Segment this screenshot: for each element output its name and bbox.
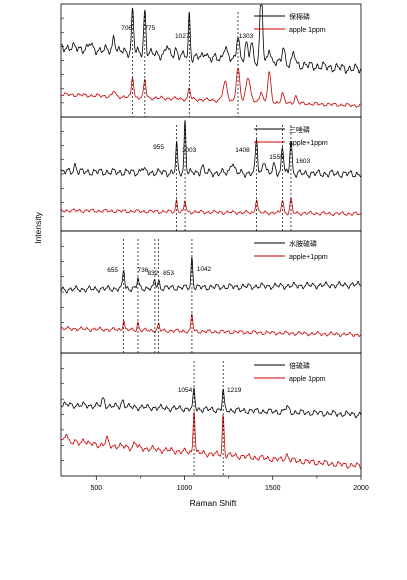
legend-label: apple 1ppm [289,376,326,383]
spectrum-line-apple [60,197,362,217]
legend-label: 三唑磷 [289,125,310,134]
panel-4: 1054 1219 倍硫磷 apple 1ppm [60,352,362,477]
peak-label: 655 [107,267,118,274]
peak-label: 1408 [235,147,250,154]
spectrum-line-apple [61,67,362,108]
peak-label: 1555 [269,154,284,161]
spectrum-line-pesticide [60,120,362,179]
peak-label: 853 [163,270,174,277]
panels-group: 706 775 1027 1303 保棉磷 apple 1ppm 955 1003 1408 15… [60,3,362,477]
legend-label: 水胺硫磷 [289,239,317,248]
peak-label: 1054 [178,387,193,394]
x-tick-label: 1500 [265,485,281,492]
legend-label: apple 1ppm [289,27,326,34]
x-axis: 500 1000 1500 2000 [90,476,369,492]
y-axis-label: Intensity [33,211,43,243]
peak-label: 955 [153,144,164,151]
peak-label: 1603 [296,158,311,165]
legend-label: 保棉磷 [289,12,310,21]
panel-1: 706 775 1027 1303 保棉磷 apple 1ppm [60,3,362,118]
panel-3: 655 736 832 853 1042 水胺硫磷 apple+1ppm [60,230,362,354]
x-tick-label: 2000 [353,485,369,492]
peak-label: 775 [144,25,155,32]
peak-label: 706 [121,25,132,32]
spectrum-line-apple [60,313,362,338]
panel-frame [60,352,362,477]
x-tick-label: 500 [90,485,102,492]
peak-label: 736 [138,267,149,274]
spectrum-line-pesticide [61,256,362,294]
peak-label: 832 [147,270,158,277]
legend-label: 倍硫磷 [289,361,310,370]
x-tick-label: 1000 [177,485,193,492]
spectrum-line-apple [60,411,362,470]
x-axis-label: Raman Shift [190,498,237,508]
spectrum-line-pesticide [60,4,361,75]
legend-label: apple+1ppm [289,254,328,261]
peak-label: 1042 [197,266,212,273]
panel-frame [60,230,362,354]
spectrum-line-pesticide [60,387,362,419]
panel-2: 955 1003 1408 1555 1603 三唑磷 apple+1ppm [60,116,362,232]
peak-label: 1027 [175,33,190,40]
peak-label: 1219 [227,387,242,394]
peak-label: 1303 [239,33,254,40]
peak-label: 1003 [182,147,197,154]
legend-label: apple+1ppm [289,140,328,147]
